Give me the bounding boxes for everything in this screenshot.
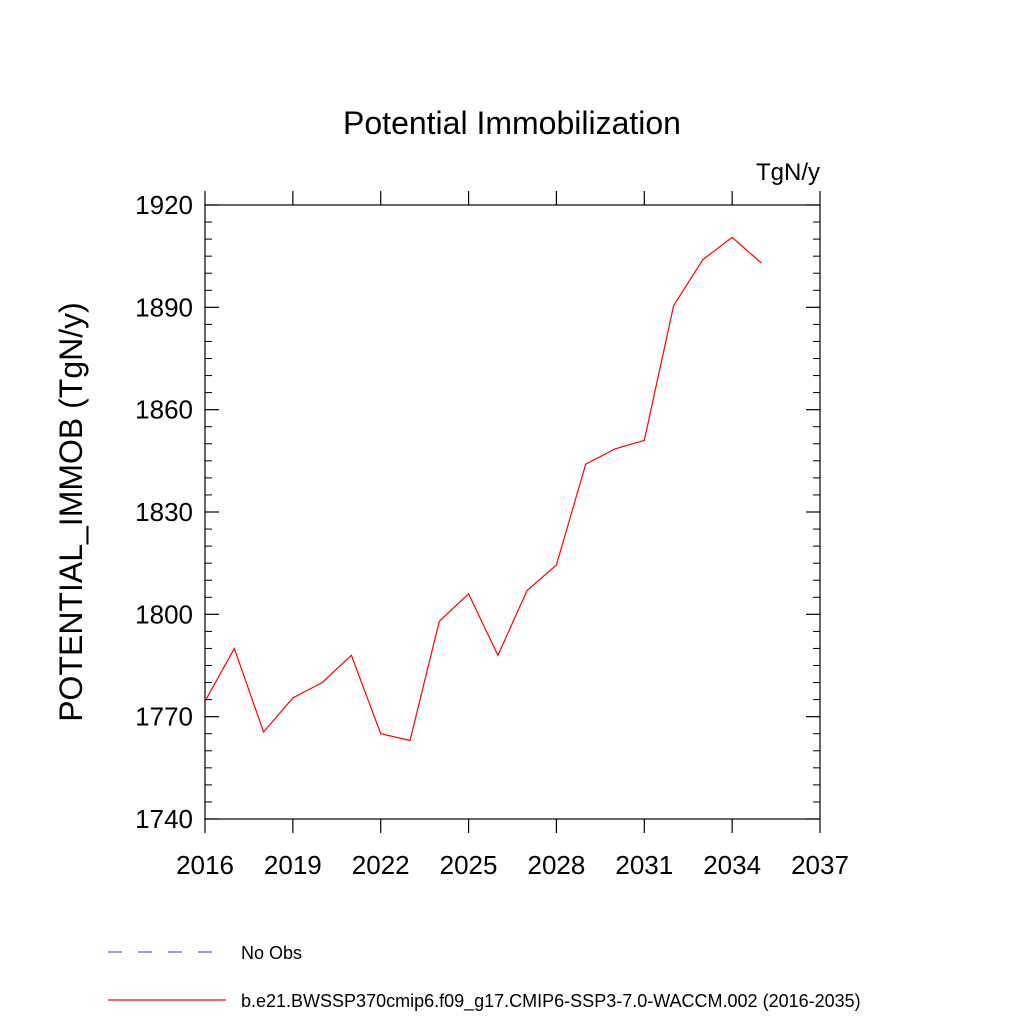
x-axis-ticks: 2016 2019 2022 2025 2028 2031 2034 2037 — [176, 191, 849, 880]
data-point — [672, 304, 675, 307]
y-axis-ticks: 1740 1770 1800 1830 1860 1890 1920 — [135, 190, 820, 834]
data-point — [614, 447, 617, 450]
y-tick-label: 1800 — [135, 599, 193, 629]
x-tick-label: 2037 — [791, 850, 849, 880]
y-tick-label: 1890 — [135, 292, 193, 322]
data-point — [467, 592, 470, 595]
data-point — [760, 261, 763, 264]
data-point — [409, 739, 412, 742]
y-tick-label: 1830 — [135, 497, 193, 527]
y-tick-label: 1740 — [135, 804, 193, 834]
data-point — [526, 589, 529, 592]
data-point — [350, 654, 353, 657]
data-point — [204, 700, 207, 703]
data-point — [321, 681, 324, 684]
data-point — [555, 563, 558, 566]
data-point — [233, 647, 236, 650]
data-point — [584, 463, 587, 466]
chart-title: Potential Immobilization — [343, 105, 681, 141]
x-tick-label: 2034 — [703, 850, 761, 880]
plot-frame — [204, 204, 821, 820]
y-tick-label: 1860 — [135, 395, 193, 425]
data-point — [438, 620, 441, 623]
x-tick-label: 2016 — [176, 850, 234, 880]
units-label: TgN/y — [756, 159, 820, 186]
y-tick-label: 1770 — [135, 702, 193, 732]
legend-label: No Obs — [241, 943, 302, 963]
x-tick-label: 2025 — [440, 850, 498, 880]
legend-label: b.e21.BWSSP370cmip6.f09_g17.CMIP6-SSP3-7… — [241, 991, 861, 1012]
data-point — [731, 236, 734, 239]
data-point — [379, 732, 382, 735]
legend: No Obs b.e21.BWSSP370cmip6.f09_g17.CMIP6-… — [108, 943, 861, 1012]
x-tick-label: 2028 — [528, 850, 586, 880]
data-point — [291, 696, 294, 699]
series-layer — [204, 236, 763, 742]
y-axis-label: POTENTIAL_IMMOB (TgN/y) — [53, 302, 89, 722]
x-tick-label: 2022 — [352, 850, 410, 880]
y-tick-label: 1920 — [135, 190, 193, 220]
x-tick-label: 2019 — [264, 850, 322, 880]
data-point — [496, 654, 499, 657]
series-line — [204, 236, 762, 742]
data-point — [701, 258, 704, 261]
x-tick-label: 2031 — [615, 850, 673, 880]
data-point — [262, 731, 265, 734]
data-point — [643, 439, 646, 442]
